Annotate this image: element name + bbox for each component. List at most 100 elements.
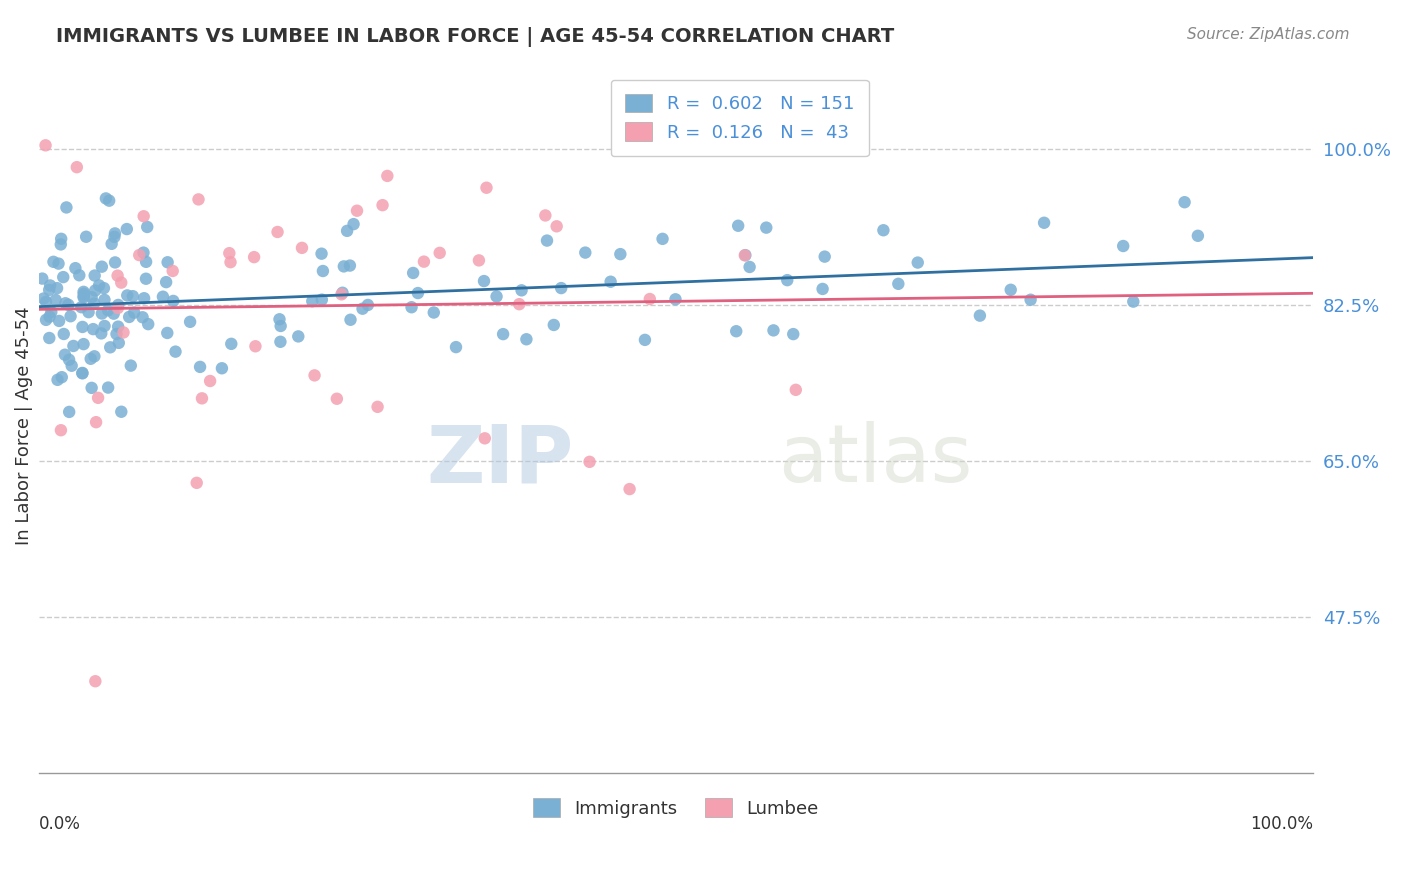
Point [48,314,70,328]
Point [270,318,292,333]
Point [132,291,155,305]
Point [49,237,72,252]
Point [52,270,75,285]
Point [67,268,90,283]
Point [103,230,125,244]
Point [738,260,761,274]
Point [619,482,641,496]
Point [107,298,129,312]
Point [80,351,103,366]
Point [72,337,94,351]
Point [762,323,785,337]
Point [77,305,100,319]
Point [1033,216,1056,230]
Point [485,289,508,303]
Point [62,339,84,353]
Point [474,431,496,445]
Point [94,191,117,205]
Point [45,293,67,307]
Point [48,257,70,271]
Point [72,290,94,304]
Point [38,283,60,297]
Point [87,391,110,405]
Point [73,286,96,301]
Point [311,293,333,307]
Point [734,248,756,262]
Point [755,220,778,235]
Point [221,336,243,351]
Point [508,297,530,311]
Point [115,222,138,236]
Point [117,288,139,302]
Point [332,285,354,300]
Point [406,286,429,301]
Point [352,301,374,316]
Point [1122,294,1144,309]
Point [72,366,94,380]
Point [357,298,380,312]
Point [132,209,155,223]
Point [122,306,145,320]
Point [211,361,233,376]
Point [51,232,73,246]
Point [80,381,103,395]
Point [93,293,115,307]
Point [429,245,451,260]
Point [198,374,221,388]
Point [402,266,425,280]
Point [152,290,174,304]
Point [70,300,93,314]
Point [311,246,333,260]
Point [58,298,80,312]
Legend: Immigrants, Lumbee: Immigrants, Lumbee [524,789,828,827]
Point [162,293,184,308]
Point [32,292,55,306]
Point [121,289,143,303]
Point [301,294,323,309]
Point [65,261,87,276]
Point [304,368,326,383]
Point [543,318,565,332]
Point [100,236,122,251]
Point [156,255,179,269]
Point [66,160,89,174]
Point [1187,228,1209,243]
Point [1174,195,1197,210]
Point [638,292,661,306]
Point [105,326,128,341]
Point [401,300,423,314]
Point [136,317,159,331]
Point [782,327,804,342]
Point [651,232,673,246]
Point [135,255,157,269]
Point [110,405,132,419]
Point [266,225,288,239]
Point [785,383,807,397]
Point [104,227,127,241]
Text: 100.0%: 100.0% [1250,815,1313,833]
Point [287,329,309,343]
Point [46,281,69,295]
Point [82,322,104,336]
Point [80,290,103,304]
Point [103,307,125,321]
Point [83,349,105,363]
Point [872,223,894,237]
Point [475,180,498,194]
Point [97,303,120,318]
Point [35,294,58,309]
Point [546,219,568,234]
Point [38,331,60,345]
Point [120,359,142,373]
Point [112,326,135,340]
Point [814,250,837,264]
Point [776,273,799,287]
Text: IMMIGRANTS VS LUMBEE IN LABOR FORCE | AGE 45-54 CORRELATION CHART: IMMIGRANTS VS LUMBEE IN LABOR FORCE | AG… [56,27,894,46]
Point [510,283,533,297]
Text: Source: ZipAtlas.com: Source: ZipAtlas.com [1187,27,1350,42]
Point [339,312,361,326]
Point [72,285,94,299]
Point [734,248,756,262]
Point [468,253,491,268]
Point [53,348,76,362]
